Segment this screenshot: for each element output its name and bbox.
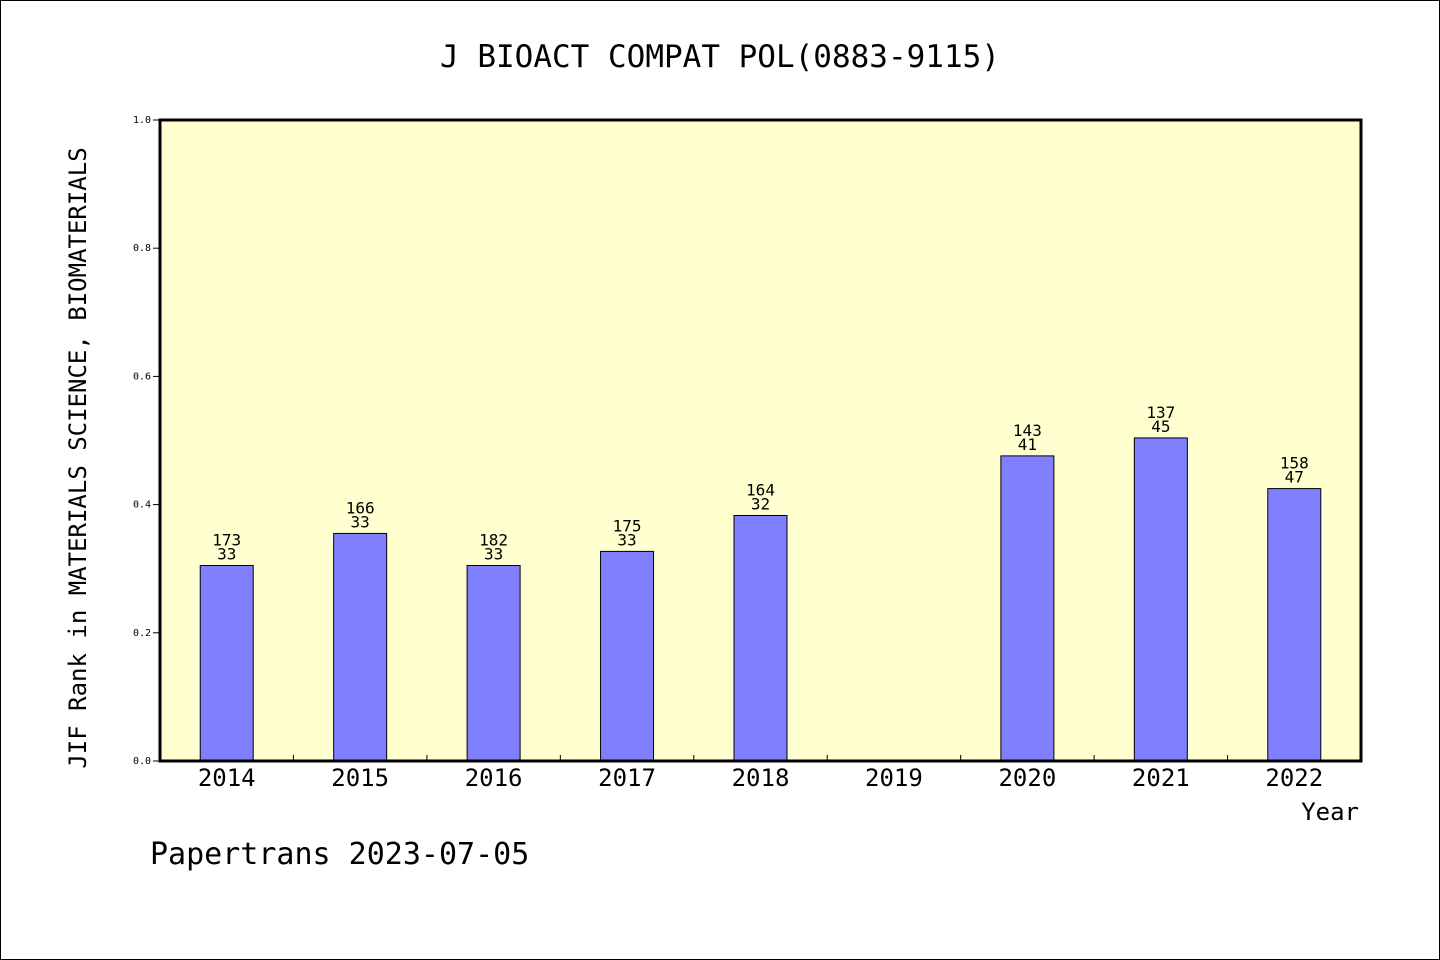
x-tick-label: 2016 xyxy=(465,764,523,792)
y-tick-label: 0.2 xyxy=(133,628,151,639)
bar-2020 xyxy=(1000,455,1055,762)
y-tick-label: 1.0 xyxy=(133,115,151,126)
x-tick-label: 2020 xyxy=(998,764,1056,792)
bar-2022 xyxy=(1267,488,1322,762)
bar-label-count: 32 xyxy=(751,494,770,513)
y-tick-label: 0.0 xyxy=(133,756,151,767)
bar-label-rank: 164 xyxy=(746,480,775,499)
bar-label-count: 41 xyxy=(1018,435,1037,454)
x-tick-label: 2022 xyxy=(1265,764,1323,792)
bar-2016 xyxy=(466,564,521,762)
x-tick-label: 2015 xyxy=(331,764,389,792)
x-tick-label: 2021 xyxy=(1132,764,1190,792)
plot-border xyxy=(158,118,1363,763)
bar-label-count: 33 xyxy=(617,530,636,549)
bar-label-rank: 182 xyxy=(479,530,508,549)
chart-title: J BIOACT COMPAT POL(0883-9115) xyxy=(440,39,1000,75)
y-tick-label: 0.4 xyxy=(133,500,151,511)
bar-label-rank: 137 xyxy=(1146,403,1175,422)
bar-2021 xyxy=(1133,437,1188,762)
bar-label-rank: 158 xyxy=(1280,454,1309,473)
bar-2015 xyxy=(333,532,388,762)
bar-label-rank: 166 xyxy=(346,498,375,517)
bar-2014 xyxy=(199,564,254,762)
bar-2017 xyxy=(600,550,655,762)
x-axis-ticks: 2014 2015 2016 2017 2018 2019 2020 2021 2022 xyxy=(198,755,1323,792)
x-tick-label: 2017 xyxy=(598,764,656,792)
x-tick-label: 2014 xyxy=(198,764,256,792)
bar-label-rank: 143 xyxy=(1013,421,1042,440)
bars xyxy=(199,437,1322,762)
y-tick-label: 0.8 xyxy=(133,243,151,254)
x-tick-label: 2019 xyxy=(865,764,923,792)
bar-label-count: 33 xyxy=(217,544,236,563)
y-axis-label: JIF Rank in MATERIALS SCIENCE, BIOMATERI… xyxy=(64,147,92,768)
bar-label-count: 33 xyxy=(351,512,370,531)
y-tick-label: 0.6 xyxy=(133,371,151,382)
bar-label-count: 33 xyxy=(484,544,503,563)
bar-label-rank: 175 xyxy=(613,516,642,535)
x-tick-label: 2018 xyxy=(732,764,790,792)
bar-label-count: 47 xyxy=(1285,468,1304,487)
bar-label-count: 45 xyxy=(1151,417,1170,436)
bar-label-rank: 173 xyxy=(212,530,241,549)
footer-credit: Papertrans 2023-07-05 xyxy=(150,837,529,872)
x-axis-label: Year xyxy=(1301,798,1359,826)
bar-2018 xyxy=(733,514,788,762)
y-axis-ticks: 0.0 0.2 0.4 0.6 0.8 1.0 xyxy=(133,115,160,767)
